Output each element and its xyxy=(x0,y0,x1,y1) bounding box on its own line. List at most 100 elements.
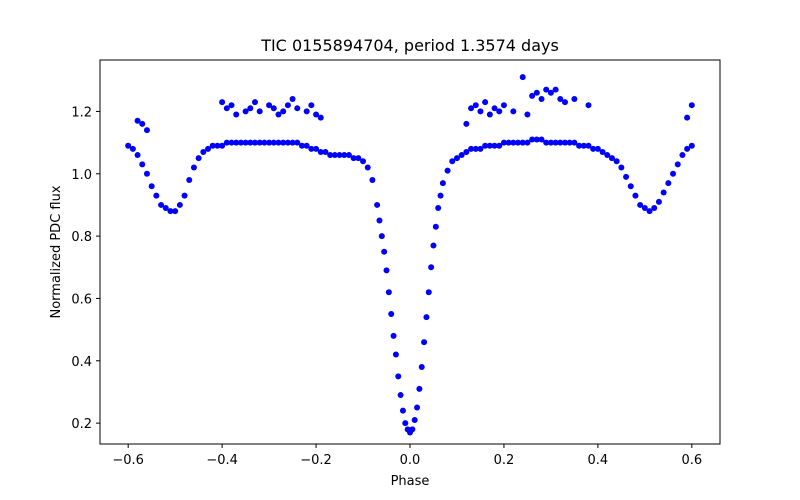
data-point xyxy=(270,139,277,146)
data-point xyxy=(432,223,439,230)
data-point xyxy=(280,108,287,115)
data-point xyxy=(176,201,183,208)
data-point xyxy=(395,373,402,380)
data-point xyxy=(298,142,305,149)
data-point xyxy=(355,155,362,162)
x-tick-label: 0.4 xyxy=(588,453,609,468)
data-point xyxy=(637,201,644,208)
y-tick-label: 0.6 xyxy=(71,292,92,307)
data-point xyxy=(327,152,334,159)
data-point xyxy=(472,102,479,109)
data-point xyxy=(223,139,230,146)
data-point xyxy=(223,105,230,112)
data-point xyxy=(684,114,691,121)
y-tick-label: 1.0 xyxy=(71,168,92,183)
data-point xyxy=(491,142,498,149)
data-point xyxy=(430,242,437,249)
data-point xyxy=(529,136,536,143)
data-point xyxy=(510,108,517,115)
data-point xyxy=(665,180,672,187)
data-point xyxy=(385,289,392,296)
data-point xyxy=(571,139,578,146)
data-point xyxy=(242,139,249,146)
data-point xyxy=(125,142,132,149)
data-point xyxy=(477,108,484,115)
data-point xyxy=(557,139,564,146)
data-point xyxy=(623,173,630,180)
data-point xyxy=(284,139,291,146)
data-point xyxy=(552,139,559,146)
data-point xyxy=(247,139,254,146)
data-point xyxy=(256,139,263,146)
y-tick-label: 0.2 xyxy=(71,417,92,432)
x-tick-label: −0.2 xyxy=(300,453,332,468)
data-point xyxy=(453,155,460,162)
data-point xyxy=(143,170,150,177)
data-point xyxy=(552,86,559,93)
data-point xyxy=(402,420,409,427)
data-point xyxy=(294,105,301,112)
data-point xyxy=(134,117,141,124)
data-point xyxy=(688,142,695,149)
data-point xyxy=(437,192,444,199)
data-point xyxy=(270,105,277,112)
data-point xyxy=(252,99,258,106)
data-point xyxy=(580,142,587,149)
data-point xyxy=(627,183,634,190)
data-point xyxy=(303,108,310,115)
data-point xyxy=(496,108,503,115)
data-point xyxy=(557,95,564,102)
data-point xyxy=(143,127,150,134)
data-point xyxy=(519,74,526,81)
data-point xyxy=(477,145,484,152)
data-point xyxy=(390,332,397,339)
x-tick-label: −0.6 xyxy=(112,453,144,468)
data-point xyxy=(266,139,273,146)
y-axis-label: Normalized PDC flux xyxy=(49,185,64,318)
data-point xyxy=(482,142,489,149)
data-point xyxy=(414,404,421,411)
data-point xyxy=(134,152,141,159)
data-point xyxy=(341,152,348,159)
data-point xyxy=(284,102,291,109)
data-point xyxy=(463,148,470,155)
data-point xyxy=(538,136,545,143)
x-tick-label: 0.2 xyxy=(494,453,515,468)
data-point xyxy=(233,139,240,146)
data-point xyxy=(376,217,383,224)
data-point xyxy=(383,267,390,274)
data-point xyxy=(242,108,249,115)
data-point xyxy=(289,95,296,102)
data-point xyxy=(409,426,416,433)
data-point xyxy=(308,102,315,109)
x-tick-label: 0.6 xyxy=(681,453,702,468)
data-point xyxy=(641,205,648,212)
data-point xyxy=(317,114,324,121)
data-point xyxy=(381,248,388,255)
data-point xyxy=(190,164,197,171)
data-point xyxy=(252,139,258,146)
data-point xyxy=(200,148,207,155)
data-point xyxy=(331,152,338,159)
data-point xyxy=(411,417,418,423)
data-point xyxy=(397,392,404,399)
data-point xyxy=(374,201,381,208)
data-point xyxy=(496,142,503,149)
data-point xyxy=(261,139,268,146)
data-point xyxy=(237,139,244,146)
data-point xyxy=(519,139,526,146)
data-point xyxy=(533,136,540,143)
data-point xyxy=(468,105,475,112)
data-point xyxy=(566,139,573,146)
data-point xyxy=(392,351,399,358)
data-point xyxy=(500,102,507,109)
data-point xyxy=(153,192,160,199)
data-point xyxy=(599,148,606,155)
data-point xyxy=(418,364,425,371)
data-point xyxy=(205,145,212,152)
data-point xyxy=(500,139,507,146)
data-point xyxy=(660,189,667,196)
data-point xyxy=(679,152,686,159)
y-tick-label: 0.8 xyxy=(71,230,92,245)
